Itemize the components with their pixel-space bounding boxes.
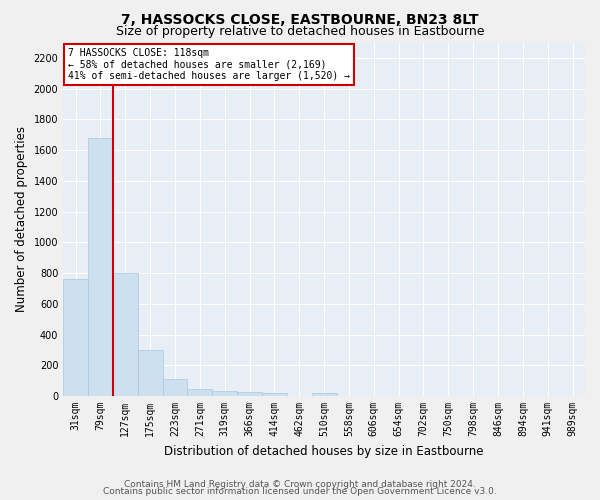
- Bar: [113, 273, 138, 396]
- Text: Size of property relative to detached houses in Eastbourne: Size of property relative to detached ho…: [116, 25, 484, 38]
- Bar: [262, 393, 287, 396]
- Bar: [187, 389, 212, 396]
- Bar: [212, 391, 237, 396]
- Bar: [163, 379, 187, 396]
- Y-axis label: Number of detached properties: Number of detached properties: [15, 126, 28, 312]
- Bar: [311, 392, 337, 396]
- Bar: [63, 279, 88, 396]
- Text: 7, HASSOCKS CLOSE, EASTBOURNE, BN23 8LT: 7, HASSOCKS CLOSE, EASTBOURNE, BN23 8LT: [121, 12, 479, 26]
- Text: 7 HASSOCKS CLOSE: 118sqm
← 58% of detached houses are smaller (2,169)
41% of sem: 7 HASSOCKS CLOSE: 118sqm ← 58% of detach…: [68, 48, 350, 81]
- Bar: [237, 392, 262, 396]
- X-axis label: Distribution of detached houses by size in Eastbourne: Distribution of detached houses by size …: [164, 444, 484, 458]
- Bar: [88, 138, 113, 396]
- Text: Contains HM Land Registry data © Crown copyright and database right 2024.: Contains HM Land Registry data © Crown c…: [124, 480, 476, 489]
- Text: Contains public sector information licensed under the Open Government Licence v3: Contains public sector information licen…: [103, 487, 497, 496]
- Bar: [138, 350, 163, 396]
